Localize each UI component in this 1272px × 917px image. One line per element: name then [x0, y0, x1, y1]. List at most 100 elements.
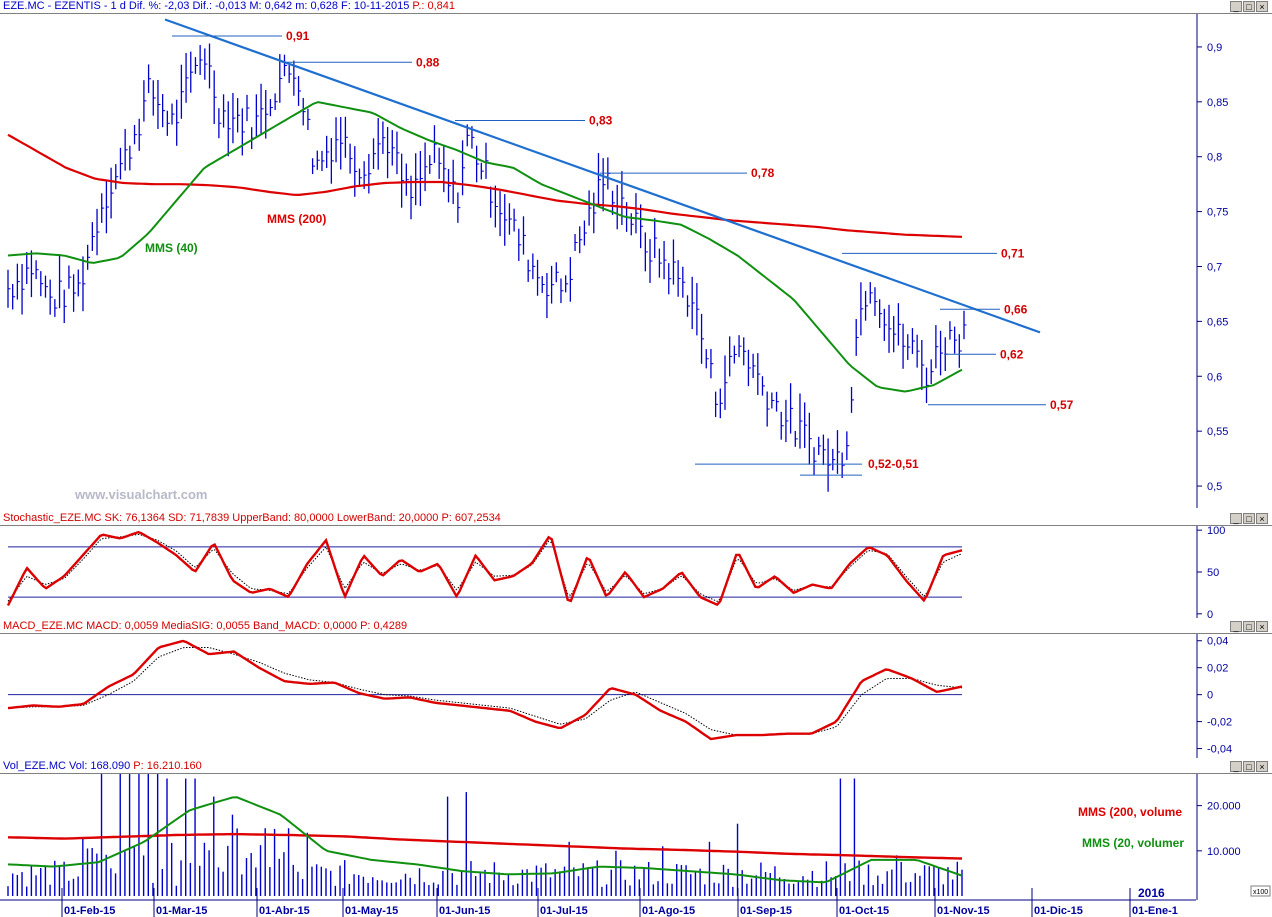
- volume-panel: Vol_EZE.MC Vol: 168.090 P: 16.210.160 _ …: [0, 760, 1272, 917]
- price-bar: [283, 54, 287, 77]
- price-bar: [457, 192, 461, 223]
- price-bar: [415, 153, 419, 206]
- price-bar: [654, 218, 658, 258]
- price-bar: [588, 190, 592, 226]
- maximize-button[interactable]: □: [1243, 621, 1255, 632]
- y-tick-label: 50: [1207, 567, 1219, 579]
- price-bar: [68, 265, 72, 289]
- price-bar: [349, 143, 353, 174]
- price-bar: [841, 452, 845, 479]
- price-bar: [21, 263, 25, 315]
- price-bar: [354, 146, 358, 197]
- price-chart[interactable]: 0,9 0,85 0,8 0,75 0,7 0,65 0,6 0,55 0,5 0,91 0,88 0…: [0, 0, 1272, 510]
- price-bar: [405, 163, 409, 196]
- price-bar: [761, 376, 765, 396]
- stochastic-panel: Stochastic_EZE.MC SK: 76,1364 SD: 71,783…: [0, 512, 1272, 620]
- price-bar: [911, 328, 915, 354]
- price-bar: [546, 273, 550, 319]
- price-bar: [330, 138, 334, 184]
- price-bar: [874, 287, 878, 317]
- price-bar: [396, 131, 400, 175]
- level-label: 0,91: [286, 29, 310, 43]
- maximize-button[interactable]: □: [1243, 761, 1255, 772]
- close-button[interactable]: ×: [1256, 513, 1268, 524]
- price-bar: [897, 303, 901, 346]
- price-bar: [143, 80, 147, 122]
- y-tick-label: 0,9: [1207, 42, 1222, 54]
- volume-mms200-label: MMS (200, volume: [1078, 805, 1182, 819]
- price-bar: [35, 260, 39, 280]
- price-bar: [480, 162, 484, 180]
- x-tick-label: 01-Feb-15: [64, 905, 115, 917]
- maximize-button[interactable]: □: [1243, 513, 1255, 524]
- close-button[interactable]: ×: [1256, 1, 1268, 12]
- price-bar: [700, 313, 705, 364]
- price-bar: [152, 80, 156, 116]
- x-tick-label: 01-Oct-15: [839, 905, 889, 917]
- price-bar: [246, 94, 250, 122]
- price-bar: [429, 155, 433, 174]
- price-bar: [335, 117, 339, 163]
- price-bar: [644, 232, 648, 272]
- y-tick-label: 0,8: [1207, 152, 1222, 164]
- price-bar: [513, 208, 517, 232]
- price-bar: [91, 222, 95, 251]
- price-bar: [794, 430, 798, 447]
- minimize-button[interactable]: _: [1230, 621, 1242, 632]
- x-tick-label: 01-Mar-15: [156, 905, 207, 917]
- price-bar: [888, 304, 892, 353]
- price-bar: [818, 436, 822, 456]
- price-bar: [176, 99, 180, 146]
- price-bar: [714, 391, 719, 418]
- price-bar: [447, 169, 452, 203]
- price-bar: [710, 348, 714, 379]
- price-bar: [166, 110, 170, 136]
- maximize-button[interactable]: □: [1243, 1, 1255, 12]
- y-tick-label: -0,02: [1207, 717, 1232, 729]
- price-bar: [190, 51, 194, 93]
- price-bar: [747, 349, 751, 387]
- price-bar: [789, 383, 794, 434]
- minimize-button[interactable]: _: [1230, 761, 1242, 772]
- close-button[interactable]: ×: [1256, 621, 1268, 632]
- close-button[interactable]: ×: [1256, 761, 1268, 772]
- x-tick-label: 01-Jul-15: [540, 905, 588, 917]
- volume-chart[interactable]: 20.000 10.000 MMS (200, volume MMS (20, vol…: [0, 760, 1272, 917]
- price-bar: [649, 239, 653, 283]
- price-bar: [921, 339, 925, 390]
- price-bar: [82, 256, 86, 312]
- minimize-button[interactable]: _: [1230, 513, 1242, 524]
- volume-panel-header: Vol_EZE.MC Vol: 168.090 P: 16.210.160: [3, 760, 202, 772]
- price-bar: [490, 186, 494, 218]
- price-bar: [850, 386, 855, 413]
- price-bar: [241, 108, 245, 156]
- minimize-button[interactable]: _: [1230, 1, 1242, 12]
- price-bar: [443, 145, 447, 193]
- y-tick-label: 10.000: [1207, 846, 1241, 858]
- price-bar: [40, 271, 44, 297]
- price-bar: [569, 257, 573, 302]
- mms40-line: [7, 101, 963, 393]
- price-bar: [860, 282, 864, 336]
- price-bar: [58, 254, 63, 309]
- level-label: 0,66: [1004, 302, 1028, 316]
- volume-mms20-label: MMS (20, volumer: [1082, 836, 1184, 850]
- price-bar: [485, 142, 489, 179]
- stochastic-window-buttons: _ □ ×: [1230, 513, 1268, 524]
- volume-window-buttons: _ □ ×: [1230, 761, 1268, 772]
- macd-chart[interactable]: 0,04 0,02 0 -0,02 -0,04: [0, 620, 1272, 760]
- price-bar: [780, 411, 784, 440]
- price-bar: [808, 412, 812, 465]
- price-bar: [424, 142, 428, 192]
- price-bar: [269, 98, 273, 117]
- price-bar: [115, 164, 119, 190]
- year-label: 2016: [1138, 886, 1165, 900]
- stochastic-chart[interactable]: 100 50 0: [0, 512, 1272, 620]
- macd-window-buttons: _ □ ×: [1230, 621, 1268, 632]
- price-bars: [7, 43, 967, 492]
- price-bar: [96, 208, 100, 256]
- x100-label: x100: [1253, 889, 1268, 896]
- price-bar: [372, 138, 377, 170]
- price-bar: [883, 308, 887, 341]
- stochastic-sk-line: [6, 530, 963, 607]
